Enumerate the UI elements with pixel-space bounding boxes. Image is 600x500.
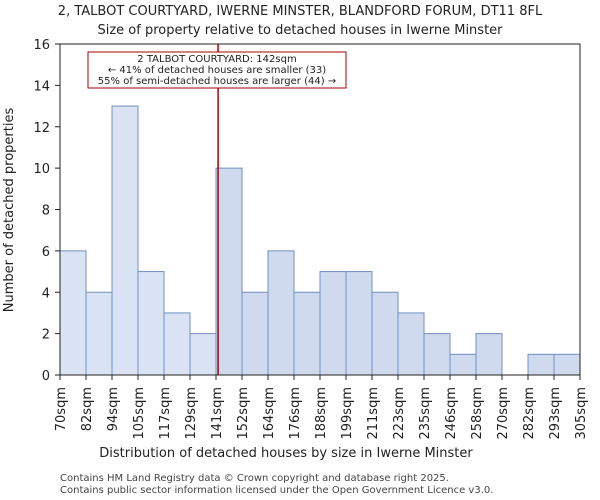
bar-105sqm (137, 271, 165, 376)
bar-188sqm (319, 271, 347, 376)
bar-129sqm (189, 333, 217, 376)
bar-293sqm (553, 353, 581, 376)
x-tick-label: 211sqm (366, 387, 381, 440)
bar-70sqm (59, 250, 87, 376)
bar-258sqm (475, 333, 503, 376)
x-tick-label: 129sqm (184, 387, 199, 440)
y-tick-label: 0 (42, 369, 50, 384)
annotation-line-1: 2 TALBOT COURTYARD: 142sqm (137, 54, 296, 65)
annotation-box: 2 TALBOT COURTYARD: 142sqm ← 41% of deta… (87, 51, 347, 89)
x-axis-label: Distribution of detached houses by size … (99, 446, 473, 461)
footer-line-2: Contains public sector information licen… (60, 485, 494, 496)
bar-117sqm (163, 312, 191, 376)
annotation-line-3: 55% of semi-detached houses are larger (… (98, 76, 336, 87)
x-tick-label: 176sqm (288, 387, 303, 440)
x-tick-label: 258sqm (470, 387, 485, 440)
footer-line-1: Contains HM Land Registry data © Crown c… (60, 473, 449, 484)
bar-82sqm (85, 291, 113, 376)
bar-282sqm (527, 353, 555, 376)
bar-176sqm (293, 291, 321, 376)
x-tick-label: 141sqm (210, 387, 225, 440)
x-tick-label: 164sqm (262, 387, 277, 440)
annotation-rect (87, 51, 347, 89)
bars (59, 105, 581, 376)
x-tick-label: 270sqm (496, 387, 511, 440)
y-tick-label: 2 (42, 328, 50, 343)
bar-94sqm (111, 105, 139, 376)
y-tick-label: 12 (33, 121, 50, 136)
bar-223sqm (397, 312, 425, 376)
x-tick-label: 246sqm (444, 387, 459, 440)
bar-235sqm (423, 333, 451, 376)
y-tick-label: 14 (33, 79, 50, 94)
x-tick-label: 70sqm (54, 387, 69, 431)
y-tick-label: 8 (42, 204, 50, 219)
x-tick-label: 82sqm (80, 387, 95, 431)
y-tick-label: 10 (33, 162, 50, 177)
y-tick-label: 4 (42, 286, 50, 301)
x-tick-label: 94sqm (106, 387, 121, 431)
x-tick-label: 105sqm (132, 387, 147, 440)
x-tick-label: 223sqm (392, 387, 407, 440)
x-ticks: 70sqm 82sqm 94sqm 105sqm 117sqm 129sqm 141sqm 1… (54, 375, 589, 440)
x-tick-label: 305sqm (574, 387, 589, 440)
plot-frame (59, 43, 581, 376)
bar-164sqm (267, 250, 295, 376)
chart-subtitle: Size of property relative to detached ho… (97, 23, 503, 38)
x-tick-label: 152sqm (236, 387, 251, 440)
bar-152sqm (241, 291, 269, 376)
x-tick-label: 199sqm (340, 387, 355, 440)
bar-246sqm (449, 353, 477, 376)
y-tick-label: 6 (42, 245, 50, 260)
bar-199sqm (345, 271, 373, 376)
x-tick-label: 188sqm (314, 387, 329, 440)
y-axis-label: Number of detached properties (2, 108, 17, 313)
y-ticks: 0 2 4 6 8 10 12 14 16 (33, 38, 60, 384)
x-tick-label: 235sqm (418, 387, 433, 440)
x-tick-label: 117sqm (158, 387, 173, 440)
bar-211sqm (371, 291, 399, 376)
bar-141sqm (215, 167, 243, 376)
x-tick-label: 293sqm (548, 387, 563, 440)
x-tick-label: 282sqm (522, 387, 537, 440)
y-tick-label: 16 (33, 38, 50, 53)
chart-title: 2, TALBOT COURTYARD, IWERNE MINSTER, BLA… (58, 4, 543, 19)
annotation-line-2: ← 41% of detached houses are smaller (33… (108, 65, 326, 76)
